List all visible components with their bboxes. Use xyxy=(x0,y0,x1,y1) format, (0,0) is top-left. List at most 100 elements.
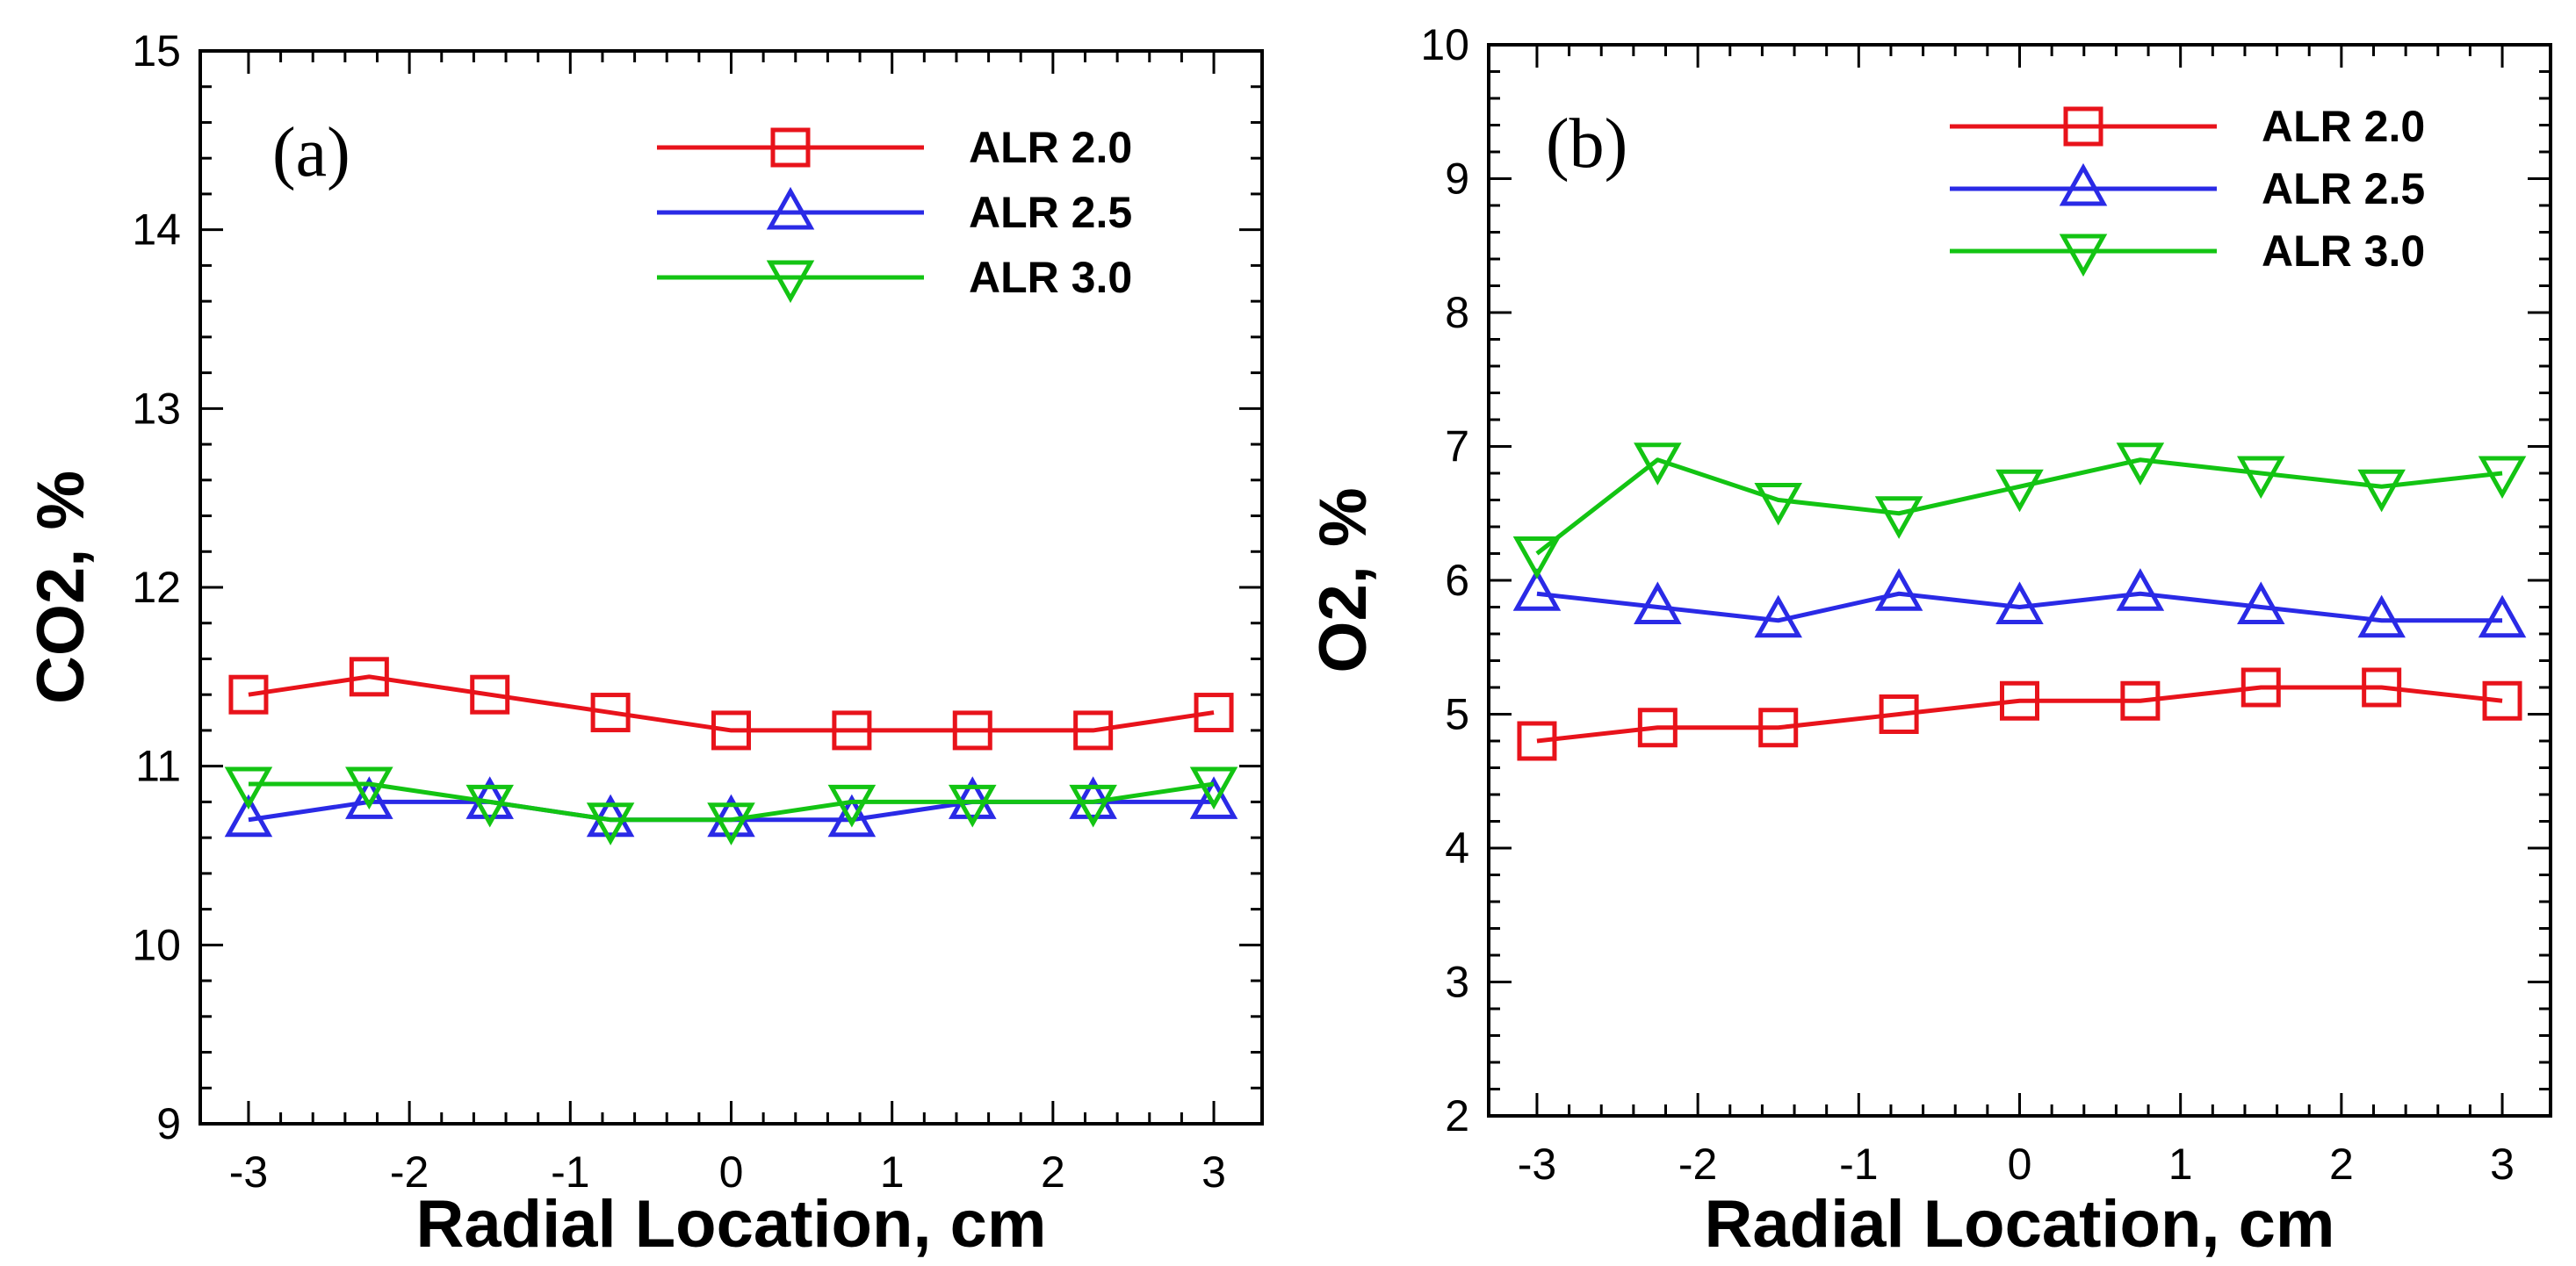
data-point xyxy=(1634,581,1682,624)
y-axis-title: O2, % xyxy=(1306,487,1381,673)
legend-marker xyxy=(2059,234,2108,277)
data-point xyxy=(1754,483,1802,526)
legend-label: ALR 2.0 xyxy=(2262,102,2425,151)
x-tick-label: 3 xyxy=(1201,1147,1226,1197)
y-tick-label: 10 xyxy=(132,920,181,969)
y-tick-label: 9 xyxy=(156,1099,181,1148)
data-point xyxy=(2237,581,2285,624)
x-tick-label: 0 xyxy=(2008,1140,2032,1189)
data-point xyxy=(1874,496,1923,539)
series-line xyxy=(1535,457,2503,556)
legend-label: ALR 3.0 xyxy=(2262,227,2425,276)
x-tick-label: -1 xyxy=(1839,1140,1878,1189)
legend-label: ALR 2.5 xyxy=(969,188,1132,237)
data-point xyxy=(345,776,393,819)
data-point xyxy=(1517,721,1557,761)
series-alr-2-0 xyxy=(228,657,1234,751)
y-tick-label: 9 xyxy=(1445,155,1469,204)
data-point xyxy=(586,802,635,845)
data-point xyxy=(1512,536,1562,579)
data-point xyxy=(1634,442,1682,486)
x-axis-title: Radial Location, cm xyxy=(1705,1187,2335,1262)
x-tick-label: -3 xyxy=(1518,1140,1556,1189)
series-alr-3-0 xyxy=(224,766,1238,845)
legend-entry: ALR 2.0 xyxy=(657,123,1132,172)
x-tick-label: 0 xyxy=(719,1147,744,1197)
legend-entry: ALR 3.0 xyxy=(657,253,1132,304)
data-point xyxy=(470,674,510,715)
legend: ALR 2.0 ALR 2.5 ALR 3.0 xyxy=(1950,102,2425,277)
y-tick-label: 11 xyxy=(135,742,181,791)
x-tick-label: -2 xyxy=(1678,1140,1717,1189)
data-point xyxy=(832,710,872,751)
data-point xyxy=(2116,442,2165,486)
legend-label: ALR 3.0 xyxy=(969,253,1132,302)
legend-marker xyxy=(2063,106,2103,147)
y-tick-label: 14 xyxy=(132,205,181,255)
x-tick-label: 2 xyxy=(1041,1147,1065,1197)
y-tick-label: 2 xyxy=(1445,1091,1469,1140)
data-point xyxy=(949,776,997,819)
panel-label: (b) xyxy=(1546,105,1627,183)
data-point xyxy=(2240,667,2281,708)
data-point xyxy=(2482,680,2522,721)
x-tick-label: 1 xyxy=(2168,1140,2193,1189)
data-point xyxy=(2357,469,2406,513)
data-point xyxy=(2478,456,2527,500)
data-point xyxy=(952,710,992,751)
x-tick-label: -1 xyxy=(551,1147,589,1197)
data-point xyxy=(949,784,997,828)
series-line xyxy=(248,781,1215,823)
y-tick-label: 15 xyxy=(132,26,181,76)
data-point xyxy=(224,766,273,810)
chart-panel-b: 2 3 4 5 6 7 8 9 10 -3 -2 -1 0 1 2 3 Radial Location, cm O… xyxy=(1306,20,2552,1262)
y-tick-label: 6 xyxy=(1445,556,1469,605)
data-point xyxy=(345,766,393,810)
legend-entry: ALR 3.0 xyxy=(1950,227,2425,277)
data-point xyxy=(590,693,631,733)
data-point xyxy=(2116,568,2165,611)
series-line xyxy=(1536,591,2503,623)
data-point xyxy=(1189,766,1238,810)
data-point xyxy=(465,784,514,828)
data-point xyxy=(2362,667,2402,708)
legend-entry: ALR 2.5 xyxy=(1950,162,2425,213)
data-point xyxy=(1995,469,2044,513)
data-point xyxy=(1637,708,1678,748)
x-tick-label: 1 xyxy=(880,1147,905,1197)
data-point xyxy=(2000,680,2039,721)
y-tick-label: 7 xyxy=(1445,422,1469,471)
legend: ALR 2.0 ALR 2.5 ALR 3.0 xyxy=(657,123,1132,304)
y-tick-label: 10 xyxy=(1420,20,1469,69)
data-point xyxy=(349,657,389,697)
data-point xyxy=(707,802,755,845)
data-point xyxy=(1069,784,1117,828)
data-point xyxy=(711,710,751,751)
data-point xyxy=(827,784,877,828)
legend-entry: ALR 2.0 xyxy=(1950,102,2425,151)
x-tick-label: 2 xyxy=(2329,1140,2354,1189)
legend-marker xyxy=(766,186,815,230)
data-point xyxy=(1073,710,1114,751)
y-tick-label: 5 xyxy=(1445,690,1469,739)
data-point xyxy=(224,794,273,838)
data-point xyxy=(1512,568,1562,611)
legend-entry: ALR 2.5 xyxy=(657,186,1132,237)
data-point xyxy=(1995,581,2044,624)
series-alr-2-0 xyxy=(1517,667,2522,761)
legend-label: ALR 2.5 xyxy=(2262,164,2425,213)
y-axis-title: CO2, % xyxy=(24,471,98,704)
data-point xyxy=(228,674,269,715)
legend-marker xyxy=(766,260,815,304)
legend-label: ALR 2.0 xyxy=(969,123,1132,172)
legend-marker xyxy=(2059,162,2108,206)
y-tick-label: 13 xyxy=(132,384,181,433)
series-alr-3-0 xyxy=(1512,442,2527,579)
data-point xyxy=(1758,708,1799,748)
x-tick-label: 3 xyxy=(2490,1140,2515,1189)
y-tick-label: 12 xyxy=(132,563,181,612)
y-tick-label: 4 xyxy=(1445,824,1469,873)
y-tick-label: 8 xyxy=(1445,288,1469,337)
